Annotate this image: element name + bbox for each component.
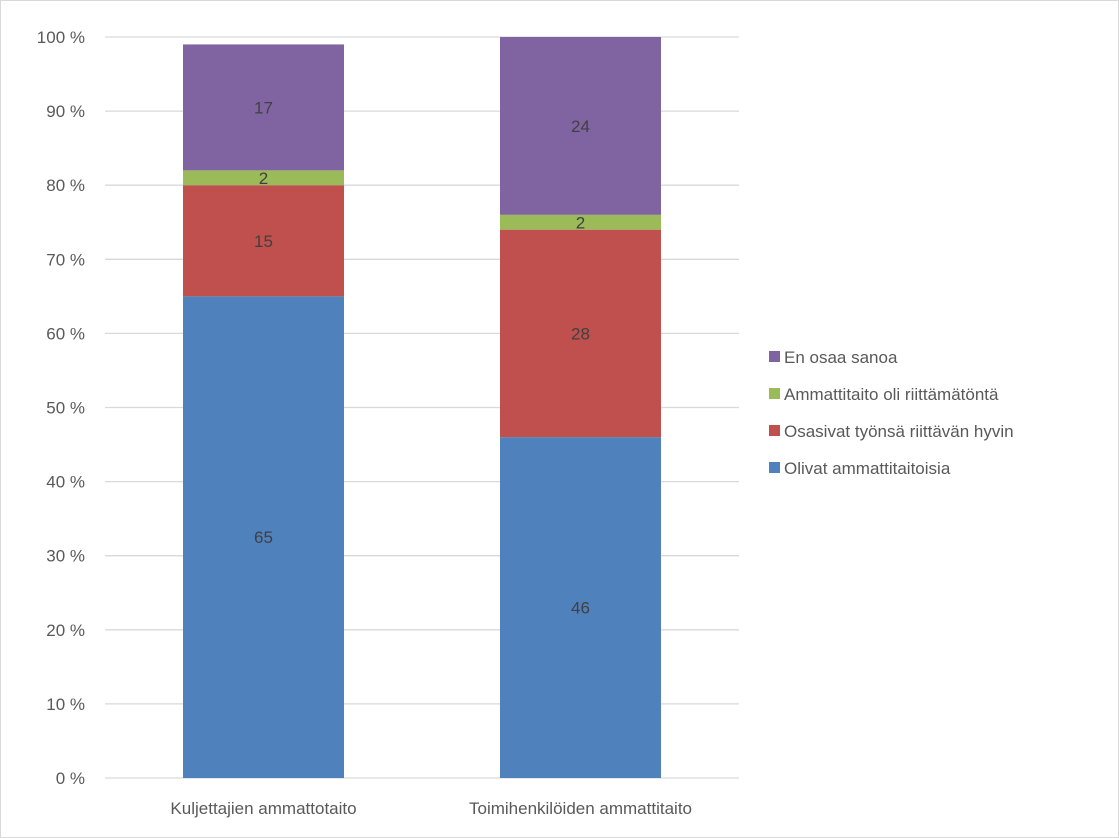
data-label: 46 — [571, 599, 590, 618]
bar-segment — [183, 296, 344, 778]
legend-item: Olivat ammattitaitoisia — [769, 459, 951, 478]
y-tick-label: 10 % — [46, 695, 85, 714]
legend-swatch — [769, 462, 780, 473]
bar-segment — [183, 170, 344, 186]
data-label: 17 — [254, 98, 273, 117]
y-tick-label: 0 % — [56, 769, 85, 788]
data-labels: 65 15 2 17 46 28 2 24 — [254, 98, 590, 617]
y-tick-label: 100 % — [37, 28, 85, 47]
y-axis-ticks: 0 % 10 % 20 % 30 % 40 % 50 % 60 % 70 % 80 % 90 % 1… — [37, 28, 85, 788]
bar-segment — [500, 37, 661, 215]
x-category-label: Toimihenkilöiden ammattitaito — [469, 799, 692, 818]
bar-segment — [500, 214, 661, 230]
x-axis-categories: Kuljettajien ammattotaito Toimihenkilöide… — [170, 799, 692, 818]
x-category-label: Kuljettajien ammattotaito — [170, 799, 356, 818]
y-tick-label: 30 % — [46, 547, 85, 566]
y-tick-label: 70 % — [46, 250, 85, 269]
data-label: 24 — [571, 117, 590, 136]
y-tick-label: 50 % — [46, 399, 85, 418]
legend-swatch — [769, 388, 780, 399]
data-label: 28 — [571, 324, 590, 343]
bar-segment — [500, 229, 661, 438]
bars — [183, 37, 661, 778]
bar-segment — [183, 44, 344, 171]
y-tick-label: 80 % — [46, 176, 85, 195]
data-label: 15 — [254, 232, 273, 251]
legend-label: Ammattitaito oli riittämätöntä — [784, 385, 999, 404]
bar-segment — [500, 437, 661, 778]
y-tick-label: 60 % — [46, 324, 85, 343]
legend: En osaa sanoa Ammattitaito oli riittämätö… — [769, 348, 1014, 478]
legend-swatch — [769, 351, 780, 362]
legend-label: Osasivat työnsä riittävän hyvin — [784, 422, 1014, 441]
legend-label: En osaa sanoa — [784, 348, 898, 367]
legend-label: Olivat ammattitaitoisia — [784, 459, 951, 478]
y-tick-label: 20 % — [46, 621, 85, 640]
bar-segment — [183, 185, 344, 297]
legend-swatch — [769, 425, 780, 436]
legend-item: Ammattitaito oli riittämätöntä — [769, 385, 999, 404]
legend-item: En osaa sanoa — [769, 348, 898, 367]
data-label: 2 — [576, 213, 585, 232]
data-label: 65 — [254, 528, 273, 547]
y-tick-label: 90 % — [46, 102, 85, 121]
legend-item: Osasivat työnsä riittävän hyvin — [769, 422, 1014, 441]
data-label: 2 — [259, 169, 268, 188]
y-tick-label: 40 % — [46, 473, 85, 492]
